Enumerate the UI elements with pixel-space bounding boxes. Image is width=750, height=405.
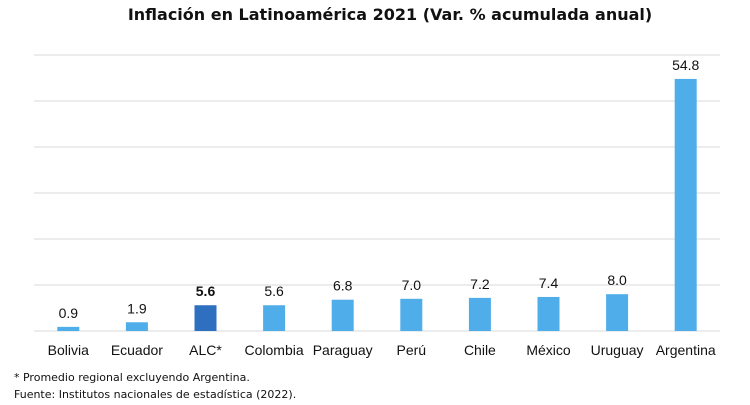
bar-mxico: [537, 296, 560, 331]
chart-title: Inflación en Latinoamérica 2021 (Var. % …: [127, 5, 653, 24]
data-label: 6.8: [333, 278, 353, 294]
bar-colombia: [263, 305, 286, 331]
bar-alc: [194, 305, 217, 331]
x-tick-label: Argentina: [656, 342, 716, 358]
data-label: 1.9: [127, 300, 147, 316]
data-label: 7.0: [402, 277, 422, 293]
x-tick-label: Perú: [397, 342, 427, 358]
x-tick-label: Paraguay: [313, 342, 373, 358]
x-tick-label: Bolivia: [48, 342, 89, 358]
source-note: Fuente: Institutos nacionales de estadís…: [14, 388, 297, 401]
data-label: 54.8: [672, 57, 699, 73]
x-tick-label: Uruguay: [591, 342, 644, 358]
data-label: 7.4: [539, 275, 559, 291]
bar-per: [400, 298, 423, 331]
bar-ecuador: [125, 322, 148, 331]
footnote: * Promedio regional excluyendo Argentina…: [14, 371, 250, 384]
x-tick-label: ALC*: [189, 342, 222, 358]
x-tick-label: Colombia: [245, 342, 304, 358]
bar-paraguay: [331, 299, 354, 331]
bar-uruguay: [606, 294, 629, 331]
bar-bolivia: [57, 326, 80, 331]
x-tick-label: Chile: [464, 342, 496, 358]
data-label: 7.2: [470, 276, 490, 292]
x-tick-label: México: [526, 342, 571, 358]
data-label: 0.9: [59, 305, 79, 321]
bar-argentina: [674, 78, 697, 331]
data-label: 5.6: [196, 283, 216, 299]
data-label: 5.6: [264, 283, 284, 299]
bar-chile: [468, 297, 491, 331]
data-label: 8.0: [607, 272, 627, 288]
x-tick-label: Ecuador: [111, 342, 163, 358]
